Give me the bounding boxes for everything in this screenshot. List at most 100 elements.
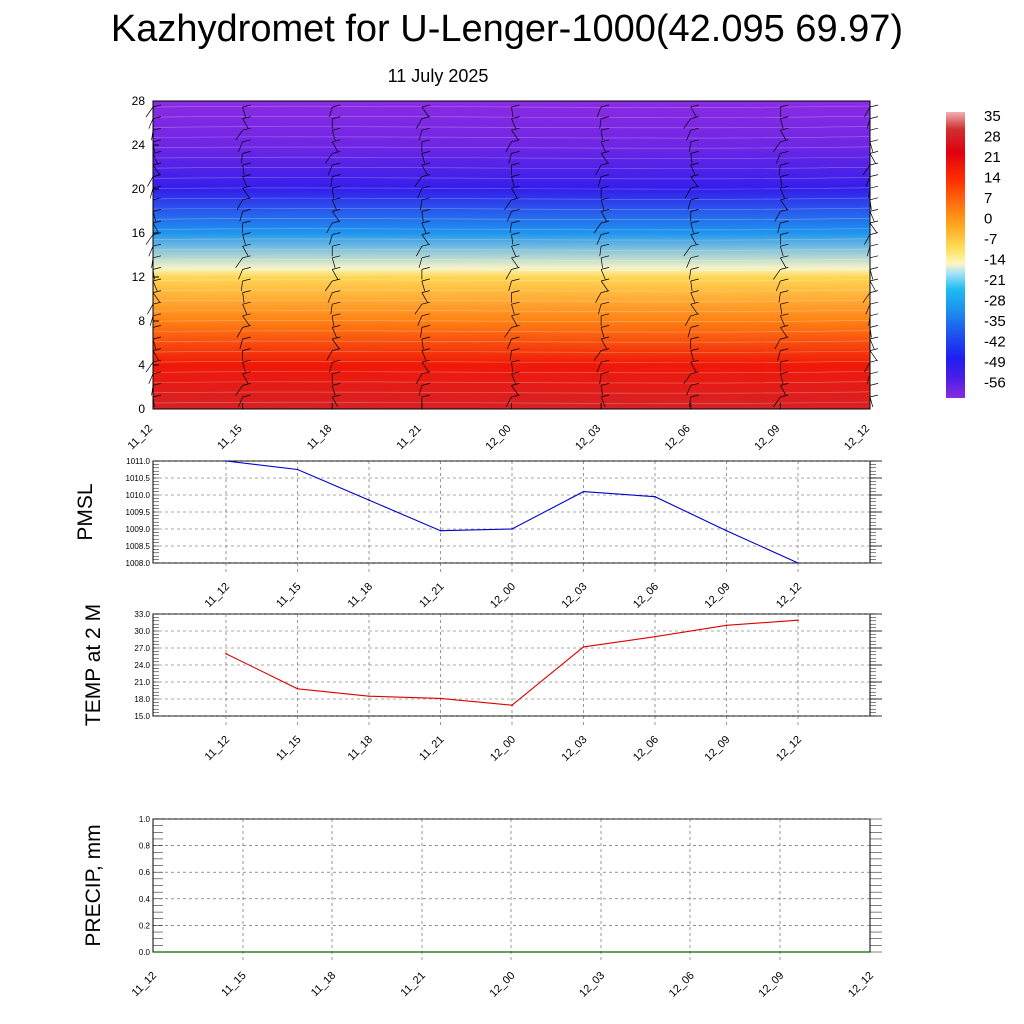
- wind-barb-flag: [601, 232, 610, 235]
- y-tick-label: 21.0: [134, 678, 150, 687]
- isotherm-line: [152, 207, 871, 210]
- wind-barb-flag: [152, 185, 162, 189]
- wind-barb: [421, 222, 427, 234]
- wind-barb-flag: [421, 139, 430, 143]
- wind-barb: [152, 350, 159, 361]
- wind-barb: [869, 211, 875, 222]
- wind-barb: [509, 222, 512, 234]
- wind-barb-flag: [511, 336, 520, 340]
- wind-barb: [418, 257, 423, 268]
- wind-barb-flag: [690, 243, 699, 247]
- wind-barb-flag: [511, 359, 520, 363]
- wind-barb: [414, 303, 423, 315]
- wind-barb: [239, 211, 243, 222]
- wind-barb-flag: [421, 301, 430, 305]
- x-tick-label: 12_12: [842, 423, 872, 453]
- colorbar-label: -56: [984, 375, 1006, 392]
- wind-barb: [780, 385, 787, 396]
- wind-barb: [242, 118, 249, 129]
- wind-barb-flag: [780, 209, 789, 212]
- wind-barb: [326, 350, 333, 361]
- precip-panel: 1.0 0.8 0.6 0.4 0.2 0.0 11_12 11_15 11_18 11_21 12…: [82, 815, 882, 1000]
- colorbar-label: 14: [984, 170, 1001, 187]
- wind-barb: [596, 362, 602, 373]
- wind-barb-flag: [869, 313, 879, 317]
- wind-barb: [417, 188, 423, 199]
- wind-barb: [504, 199, 512, 211]
- wind-barb-flag: [869, 336, 879, 340]
- wind-barb-flag: [332, 127, 341, 131]
- wind-barb-flag: [332, 336, 341, 340]
- wind-barb-flag: [152, 301, 162, 305]
- wind-barb: [421, 350, 427, 361]
- wind-barb: [780, 327, 788, 338]
- wind-barb: [242, 315, 250, 327]
- x-tick-label: 12_09: [752, 423, 782, 453]
- wind-barb-flag: [152, 278, 162, 282]
- x-tick-label: 12_12: [774, 581, 804, 611]
- wind-barb: [868, 188, 871, 199]
- chart-title: Kazhydromet for U-Lenger-1000(42.095 69.…: [110, 8, 904, 50]
- wind-barb-flag: [421, 127, 430, 131]
- wind-barb-flag: [780, 278, 789, 282]
- wind-barb-flag: [780, 290, 789, 293]
- wind-barb-flag: [690, 278, 699, 282]
- wind-barb-flag: [690, 290, 699, 293]
- wind-barb-flag: [421, 290, 430, 293]
- isotherm-line: [152, 146, 871, 149]
- wind-barb-flag: [332, 116, 341, 119]
- x-tick-label: 11_15: [219, 970, 249, 1000]
- isotherm-line: [152, 156, 871, 159]
- wind-barb-flag: [690, 174, 699, 177]
- wind-barb: [149, 188, 154, 199]
- wind-barb-flag: [511, 139, 520, 143]
- wind-barb: [509, 350, 512, 361]
- wind-barb: [421, 361, 430, 373]
- y-tick-label: 1009.5: [126, 508, 151, 517]
- x-tick-label: 11_18: [346, 581, 376, 611]
- wind-barb-flag: [242, 116, 251, 119]
- colorbar-label: -42: [984, 334, 1006, 351]
- wind-barb-flag: [242, 151, 251, 154]
- wind-barb: [780, 130, 787, 141]
- wind-barb: [511, 118, 517, 129]
- wind-barb-flag: [601, 394, 610, 398]
- wind-barb-flag: [690, 371, 699, 375]
- wind-barb-flag: [421, 371, 430, 375]
- pmsl-panel: 1011.0 1010.5 1010.0 1009.5 1009.0 1008.5 1008…: [74, 457, 882, 611]
- colorbar-bar: [946, 112, 965, 398]
- wind-barb-flag: [332, 359, 341, 363]
- wind-barb: [418, 130, 423, 141]
- panel-frame: [152, 613, 871, 717]
- wind-barb-flag: [601, 151, 610, 154]
- wind-barb-flag: [511, 278, 520, 282]
- wind-barb-flag: [780, 232, 789, 235]
- wind-barb: [774, 338, 781, 350]
- wind-barb-flag: [421, 232, 430, 235]
- wind-barb-flag: [690, 301, 699, 305]
- wind-barb: [331, 188, 334, 199]
- wind-barb-flag: [152, 232, 162, 235]
- wind-barb-flag: [332, 278, 341, 282]
- wind-barb: [511, 106, 514, 118]
- wind-barb: [869, 153, 876, 164]
- wind-barb: [511, 246, 517, 257]
- wind-barb: [147, 176, 154, 187]
- wind-barb-flag: [242, 139, 251, 143]
- wind-barb-flag: [152, 336, 162, 340]
- y-tick-label: 0.0: [139, 948, 151, 957]
- wind-barb: [866, 373, 871, 384]
- wind-barb: [236, 327, 243, 338]
- wind-barb-flag: [242, 232, 251, 235]
- wind-barb: [595, 292, 602, 303]
- wind-barb-flag: [332, 243, 341, 247]
- wind-barb-flag: [869, 359, 879, 363]
- x-tick-label: 11_21: [394, 423, 424, 453]
- wind-barb: [152, 269, 155, 280]
- wind-barb-flag: [332, 383, 341, 386]
- wind-barb-flag: [601, 278, 610, 282]
- wind-barb: [780, 188, 785, 199]
- wind-barb: [152, 280, 158, 292]
- wind-barb-flag: [780, 185, 789, 189]
- wind-barb: [600, 269, 606, 280]
